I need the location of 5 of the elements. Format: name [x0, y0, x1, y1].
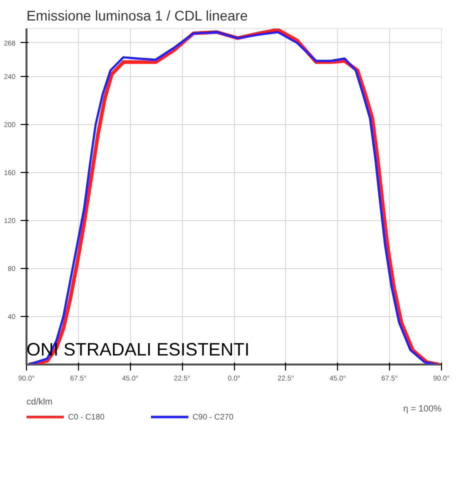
legend-label: C0 - C180 — [68, 412, 106, 422]
legend-label: C90 - C270 — [192, 412, 234, 422]
legend-title: cd/klm — [26, 396, 53, 406]
chart-title: Emissione luminosa 1 / CDL lineare — [26, 8, 248, 24]
text: η = 100% — [403, 404, 442, 414]
